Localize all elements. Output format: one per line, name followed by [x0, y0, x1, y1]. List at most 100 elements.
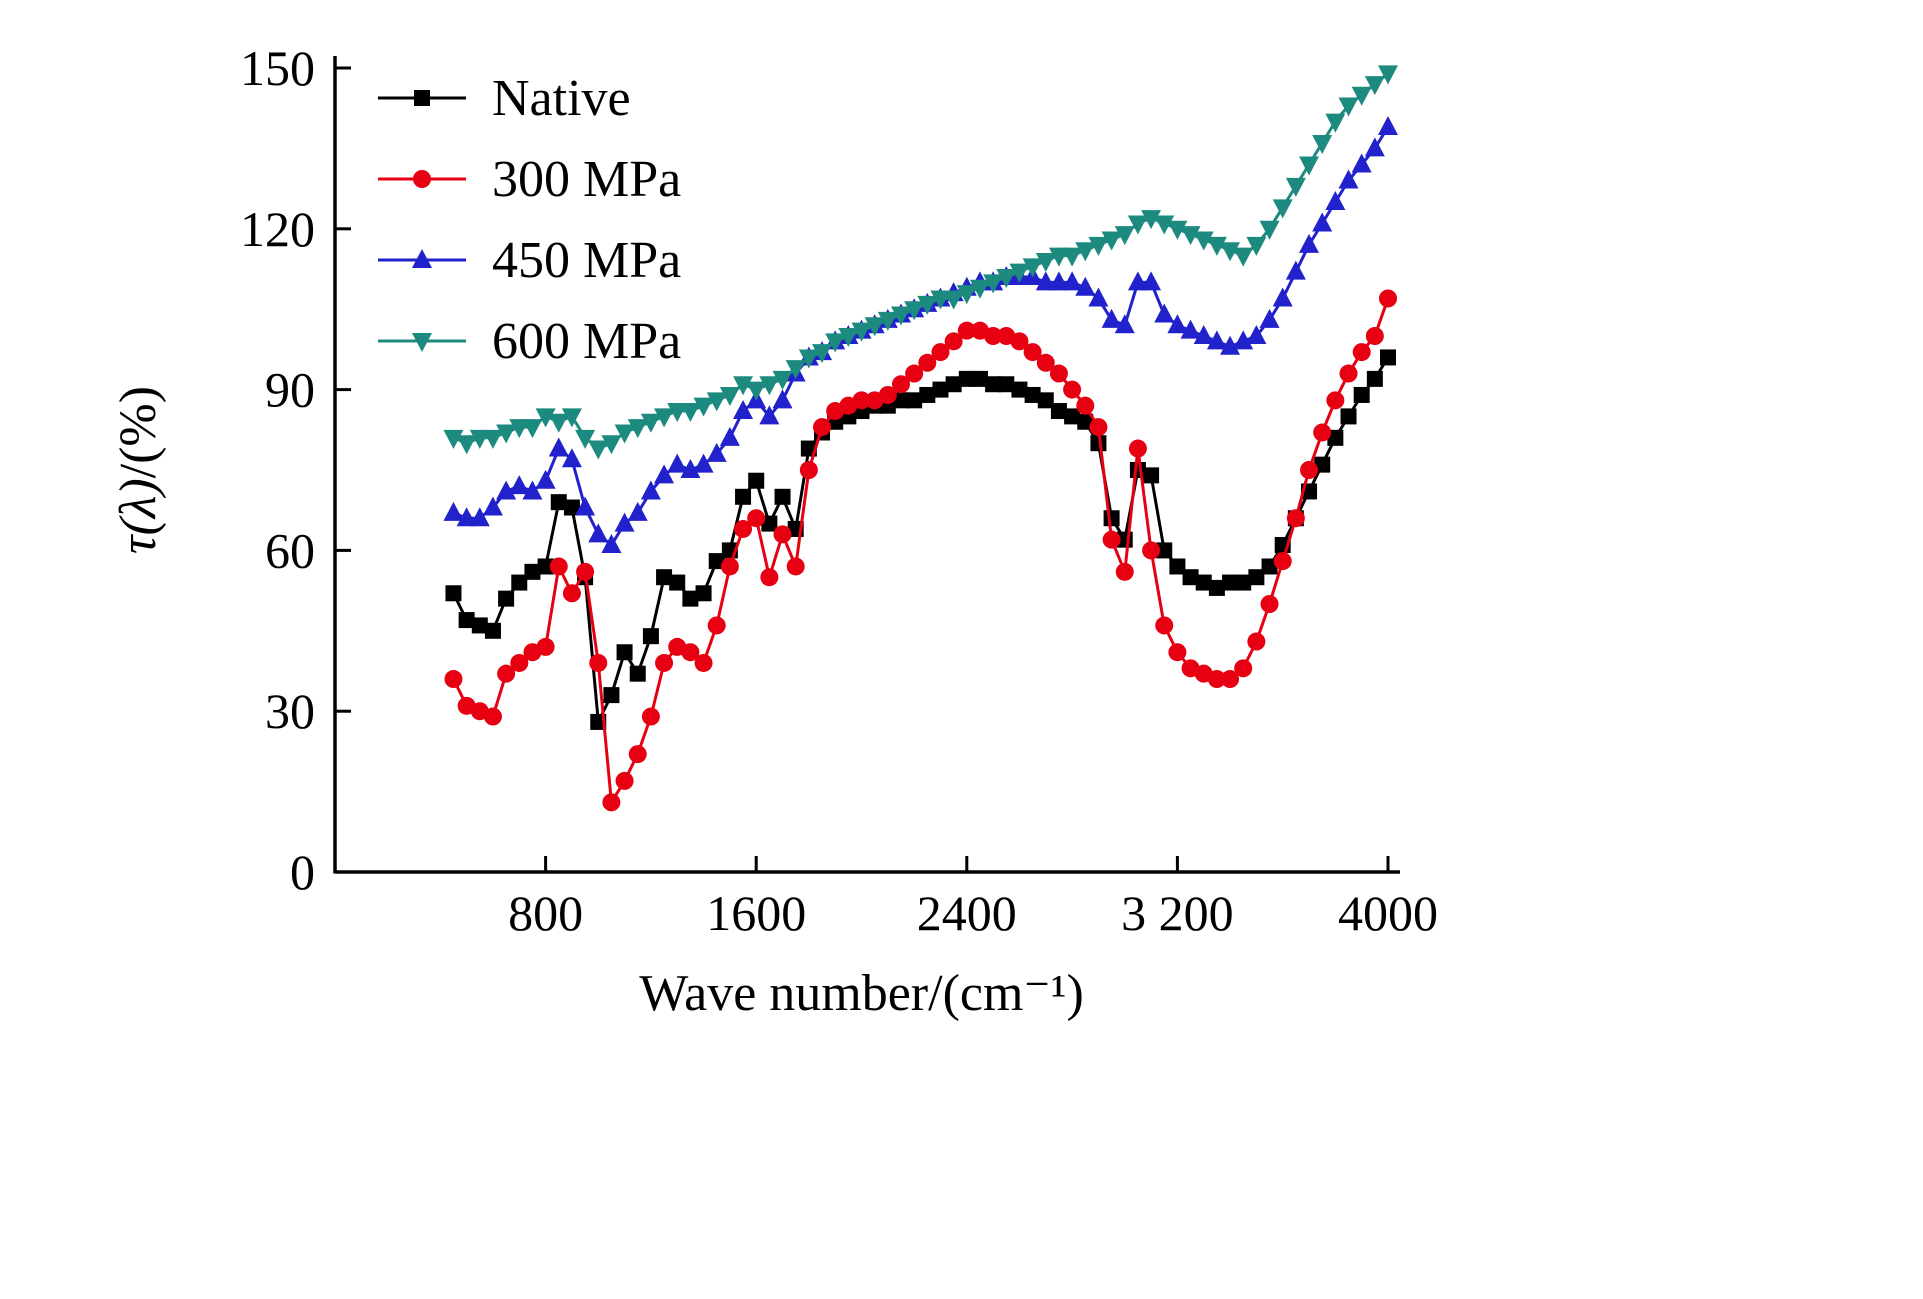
circle-marker-icon: [1207, 670, 1226, 689]
circle-marker-icon: [483, 707, 502, 726]
circle-marker-icon: [1076, 396, 1095, 415]
square-marker-icon: [1103, 510, 1120, 527]
triangle-down-marker-icon: [1167, 220, 1188, 240]
square-marker-icon: [1327, 429, 1344, 446]
triangle-up-marker-icon: [482, 496, 503, 516]
triangle-down-marker-icon: [1009, 263, 1030, 283]
circle-marker-icon: [1036, 353, 1055, 372]
triangle-up-marker-icon: [1378, 115, 1398, 135]
circle-marker-icon: [1326, 391, 1345, 410]
square-marker-icon: [563, 499, 580, 516]
x-axis-label: Wave number/(cm⁻¹): [639, 965, 1084, 1022]
series-native: [445, 349, 1396, 730]
triangle-down-marker-icon: [522, 419, 543, 439]
triangle-up-marker-icon: [496, 480, 517, 500]
legend-label: 450 MPa: [492, 232, 681, 289]
triangle-up-marker-icon: [1035, 271, 1056, 291]
triangle-up-marker-icon: [772, 389, 793, 409]
triangle-up-marker-icon: [1088, 287, 1109, 307]
triangle-down-marker-icon: [904, 301, 925, 321]
square-marker-icon: [484, 622, 501, 639]
square-marker-icon: [550, 494, 567, 511]
circle-marker-icon: [655, 653, 674, 672]
circle-marker-icon: [1115, 562, 1134, 581]
triangle-up-marker-icon: [1364, 137, 1385, 157]
circle-marker-icon: [602, 793, 621, 812]
triangle-up-marker-icon: [469, 507, 490, 527]
legend-label: 600 MPa: [492, 313, 681, 370]
triangle-down-marker-icon: [1035, 252, 1056, 272]
circle-marker-icon: [589, 653, 608, 672]
square-marker-icon: [892, 392, 909, 409]
triangle-up-marker-icon: [1114, 314, 1135, 334]
series-300-mpa: [444, 289, 1397, 812]
triangle-up-marker-icon: [1312, 212, 1333, 232]
square-marker-icon: [906, 392, 923, 409]
circle-marker-icon: [1102, 530, 1121, 549]
triangle-down-marker-icon: [956, 285, 977, 305]
triangle-down-marker-icon: [575, 429, 596, 449]
triangle-up-marker-icon: [548, 437, 569, 457]
circle-marker-icon: [957, 321, 976, 340]
circle-marker-icon: [944, 332, 963, 351]
triangle-up-marker-icon: [535, 469, 556, 489]
triangle-up-marker-icon: [640, 480, 661, 500]
circle-marker-icon: [1155, 616, 1174, 635]
circle-marker-icon: [1300, 461, 1319, 479]
triangle-down-marker-icon: [1220, 242, 1241, 262]
circle-marker-icon: [786, 557, 805, 576]
square-marker-icon: [1156, 542, 1173, 559]
circle-marker-icon: [734, 519, 753, 538]
triangle-down-marker-icon: [614, 424, 635, 444]
x-tick-label: 3 200: [1121, 885, 1234, 941]
triangle-down-marker-icon: [890, 306, 911, 326]
triangle-down-marker-icon: [482, 429, 503, 449]
circle-marker-icon: [773, 525, 792, 544]
triangle-down-marker-icon: [1378, 65, 1398, 85]
y-tick-label: 150: [240, 40, 315, 96]
triangle-down-marker-icon: [1285, 177, 1306, 197]
triangle-up-marker-icon: [1127, 271, 1148, 291]
y-tick-label: 60: [265, 522, 315, 578]
triangle-down-marker-icon: [640, 413, 661, 433]
square-marker-icon: [511, 574, 528, 591]
circle-marker-icon: [1168, 643, 1187, 662]
triangle-up-marker-icon: [1246, 325, 1267, 344]
circle-marker-icon: [444, 670, 463, 689]
square-marker-icon: [1261, 558, 1278, 575]
triangle-down-marker-icon: [969, 279, 990, 299]
triangle-down-marker-icon: [812, 344, 833, 364]
triangle-down-marker-icon: [412, 333, 432, 352]
square-marker-icon: [1366, 370, 1383, 387]
square-marker-icon: [656, 569, 673, 586]
circle-marker-icon: [1273, 552, 1292, 571]
square-marker-icon: [1024, 386, 1041, 403]
square-marker-icon: [414, 90, 430, 106]
square-marker-icon: [761, 515, 778, 532]
circle-marker-icon: [615, 771, 634, 790]
square-marker-icon: [1340, 408, 1357, 425]
circle-marker-icon: [813, 418, 832, 437]
legend-label: Native: [492, 70, 631, 127]
triangle-up-marker-icon: [522, 480, 543, 500]
triangle-down-marker-icon: [667, 403, 688, 423]
x-tick-label: 1600: [706, 885, 806, 941]
square-marker-icon: [471, 617, 488, 634]
triangle-down-marker-icon: [627, 419, 648, 439]
triangle-up-marker-icon: [561, 448, 582, 468]
circle-marker-icon: [1063, 380, 1082, 399]
triangle-up-marker-icon: [588, 523, 609, 543]
circle-marker-icon: [1010, 332, 1029, 351]
triangle-up-marker-icon: [627, 501, 648, 521]
legend-item-450-mpa: 450 MPa: [378, 232, 681, 289]
triangle-up-marker-icon: [601, 534, 622, 554]
square-marker-icon: [971, 370, 988, 387]
triangle-down-marker-icon: [719, 386, 740, 406]
triangle-down-marker-icon: [1193, 231, 1214, 251]
square-marker-icon: [1064, 408, 1081, 425]
circle-marker-icon: [562, 584, 581, 603]
circle-marker-icon: [1089, 418, 1108, 437]
circle-marker-icon: [1286, 509, 1305, 528]
circle-marker-icon: [878, 385, 897, 404]
triangle-up-marker-icon: [1272, 287, 1293, 307]
